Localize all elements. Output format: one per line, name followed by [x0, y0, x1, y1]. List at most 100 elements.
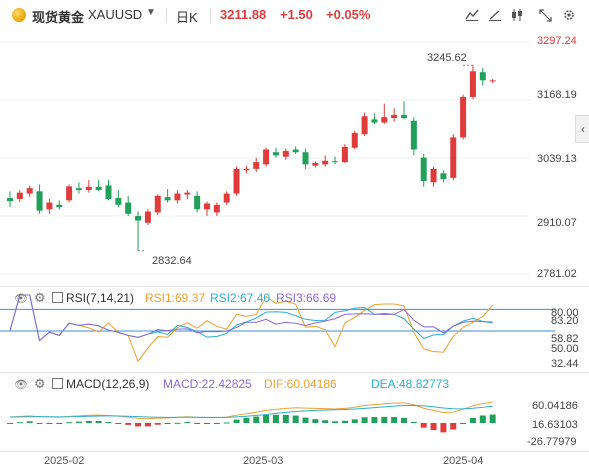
panel-divider [0, 451, 589, 452]
collapse-panel-button[interactable]: ‹ [575, 115, 589, 143]
draw-icon[interactable] [486, 6, 504, 24]
price-chart[interactable] [0, 30, 589, 315]
macd-histogram-bar [213, 423, 220, 424]
caret-down-icon[interactable]: ▼ [146, 7, 156, 18]
candle [154, 194, 161, 216]
dif-line [9, 401, 493, 420]
candle [391, 108, 398, 122]
checkbox-icon[interactable] [52, 378, 63, 389]
eye-icon[interactable]: 👁 [14, 379, 28, 391]
macd-histogram-bar [479, 415, 486, 423]
chevron-left-icon: ‹ [581, 122, 585, 136]
price-change-percent: +0.05% [326, 7, 371, 22]
rsi-axis-label: 58.82 [551, 333, 579, 345]
macd-histogram-bar [135, 423, 142, 427]
rsi-axis-label: 83.20 [551, 315, 579, 327]
macd-title: MACD(12,26,9) [66, 377, 150, 391]
rsi3-line [9, 294, 493, 342]
macd-histogram-bar [420, 423, 427, 428]
candle [184, 189, 191, 199]
divider [166, 8, 167, 23]
macd-histogram-bar [125, 423, 132, 425]
macd-axis-label: -26.77979 [527, 436, 577, 448]
candle [144, 209, 151, 226]
price-axis-label: 3039.13 [537, 153, 577, 165]
divider [210, 8, 211, 23]
candle [332, 156, 339, 165]
candle [85, 180, 92, 193]
candle [450, 134, 457, 181]
macd-histogram-bar [332, 421, 339, 423]
candle [292, 146, 299, 155]
instrument-name[interactable]: 现货黄金 [32, 10, 85, 25]
candle [26, 185, 33, 198]
candle [263, 147, 270, 167]
candle [489, 78, 496, 84]
rsi-axis-label: 80.00 [551, 307, 579, 319]
candle [16, 189, 23, 203]
macd-histogram-bar [243, 417, 250, 423]
rsi-title: RSI(7,14,21) [66, 291, 135, 305]
candle [312, 161, 319, 168]
candle [66, 184, 73, 203]
macd-histogram-bar [184, 422, 191, 424]
candle [233, 166, 240, 196]
candle [253, 157, 260, 172]
gear-icon[interactable]: ⚙ [34, 376, 46, 391]
toolbar: 现货黄金 XAUUSD ▼ 日K 3211.88 +1.50 +0.05% [0, 0, 589, 30]
macd-histogram-bar [469, 417, 476, 423]
price-axis-label: 3297.24 [537, 35, 577, 47]
last-price: 3211.88 [220, 7, 267, 22]
macd-histogram-bar [391, 417, 398, 423]
coin-icon [12, 8, 26, 22]
interval-selector[interactable]: 日K [176, 10, 198, 25]
candle [164, 189, 171, 203]
macd-histogram-bar [489, 414, 496, 423]
candle [341, 144, 348, 164]
candle [381, 103, 388, 124]
candle [371, 113, 378, 124]
candle [194, 191, 201, 213]
candle [410, 117, 417, 156]
fullscreen-icon[interactable] [536, 6, 554, 24]
date-label: 2025-04 [443, 455, 484, 467]
macd-histogram-bar [450, 423, 457, 430]
rsi-chart[interactable] [0, 287, 589, 371]
macd-histogram-bar [410, 421, 417, 423]
price-axis-label: 2910.07 [537, 217, 577, 229]
instrument-symbol[interactable]: XAUUSD [88, 7, 143, 22]
macd-histogram-bar [440, 423, 447, 433]
macd-histogram-bar [361, 417, 368, 423]
macd-histogram-bar [144, 423, 151, 427]
macd-histogram-bar [351, 419, 358, 423]
candle [125, 195, 132, 217]
macd-chart[interactable] [0, 373, 589, 451]
macd-histogram-bar [401, 417, 407, 423]
macd-axis-label: 16.63103 [532, 419, 578, 431]
indicator-icon[interactable] [463, 6, 481, 24]
candle [174, 189, 181, 204]
high-annotation: 3245.62 [427, 52, 467, 64]
gear-icon[interactable]: ⚙ [34, 290, 46, 305]
rsi1-value: RSI1:69.37 [145, 291, 206, 305]
candle [95, 180, 102, 192]
eye-icon[interactable]: 👁 [14, 293, 28, 305]
candle [135, 211, 142, 251]
rsi3-value: RSI3:66.69 [276, 291, 337, 305]
rsi2-value: RSI2:67.40 [210, 291, 271, 305]
macd-histogram-bar [302, 417, 309, 423]
macd-histogram-bar [95, 421, 102, 423]
candle [469, 65, 476, 100]
macd-histogram-bar [282, 414, 289, 423]
panel-divider [0, 372, 589, 373]
checkbox-icon[interactable] [52, 292, 63, 303]
candle [115, 189, 122, 208]
settings-icon[interactable] [560, 6, 578, 24]
candle [213, 202, 220, 217]
candle [75, 182, 82, 194]
candle [36, 184, 43, 214]
candle-type-icon[interactable] [508, 6, 526, 24]
macd-histogram-bar [233, 419, 240, 423]
dea-line [9, 404, 493, 418]
macd-histogram-bar [204, 423, 210, 424]
